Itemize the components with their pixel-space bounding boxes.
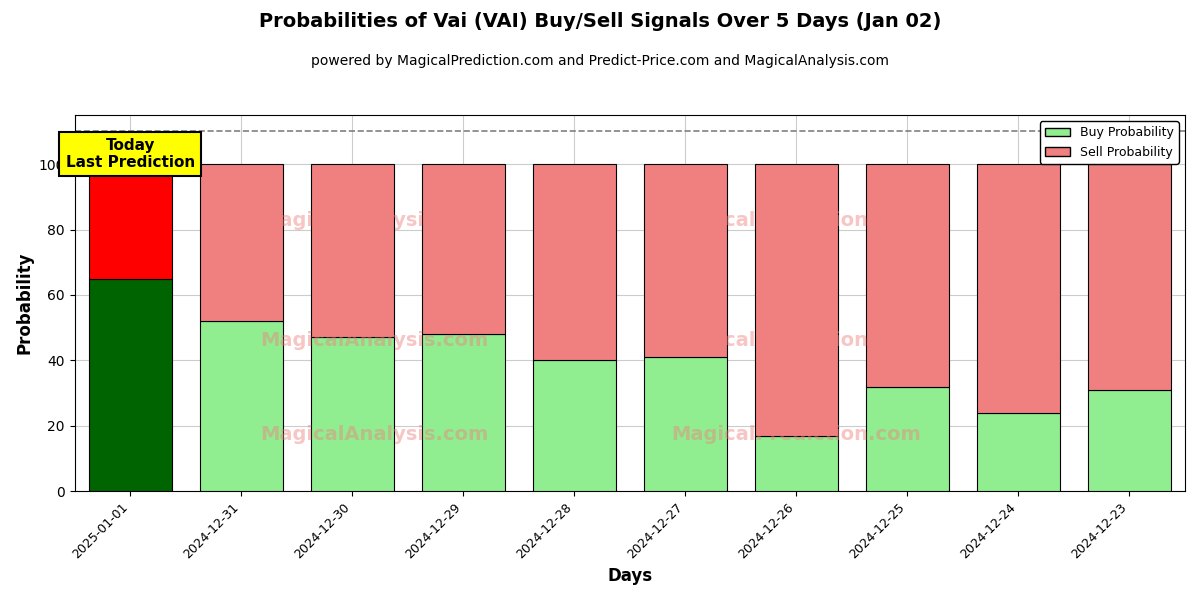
Bar [1088,390,1171,491]
Y-axis label: Probability: Probability [16,252,34,355]
Bar [643,357,727,491]
X-axis label: Days: Days [607,567,653,585]
Bar [199,164,283,321]
Bar [199,321,283,491]
Bar [311,337,394,491]
Text: MagicalAnalysis.com: MagicalAnalysis.com [260,331,488,350]
Bar [421,164,505,334]
Bar [533,361,616,491]
Text: MagicalPrediction.com: MagicalPrediction.com [672,331,922,350]
Text: Probabilities of Vai (VAI) Buy/Sell Signals Over 5 Days (Jan 02): Probabilities of Vai (VAI) Buy/Sell Sign… [259,12,941,31]
Bar [977,164,1060,413]
Bar [865,164,949,386]
Bar [421,334,505,491]
Text: MagicalAnalysis.com: MagicalAnalysis.com [260,211,488,230]
Text: powered by MagicalPrediction.com and Predict-Price.com and MagicalAnalysis.com: powered by MagicalPrediction.com and Pre… [311,54,889,68]
Bar [533,164,616,361]
Bar [89,164,172,278]
Bar [311,164,394,337]
Text: Today
Last Prediction: Today Last Prediction [66,138,194,170]
Bar [89,278,172,491]
Text: MagicalPrediction.com: MagicalPrediction.com [672,211,922,230]
Bar [643,164,727,357]
Bar [977,413,1060,491]
Bar [755,436,838,491]
Legend: Buy Probability, Sell Probability: Buy Probability, Sell Probability [1040,121,1178,164]
Bar [1088,164,1171,390]
Bar [865,386,949,491]
Bar [755,164,838,436]
Text: MagicalAnalysis.com: MagicalAnalysis.com [260,425,488,445]
Text: MagicalPrediction.com: MagicalPrediction.com [672,425,922,445]
